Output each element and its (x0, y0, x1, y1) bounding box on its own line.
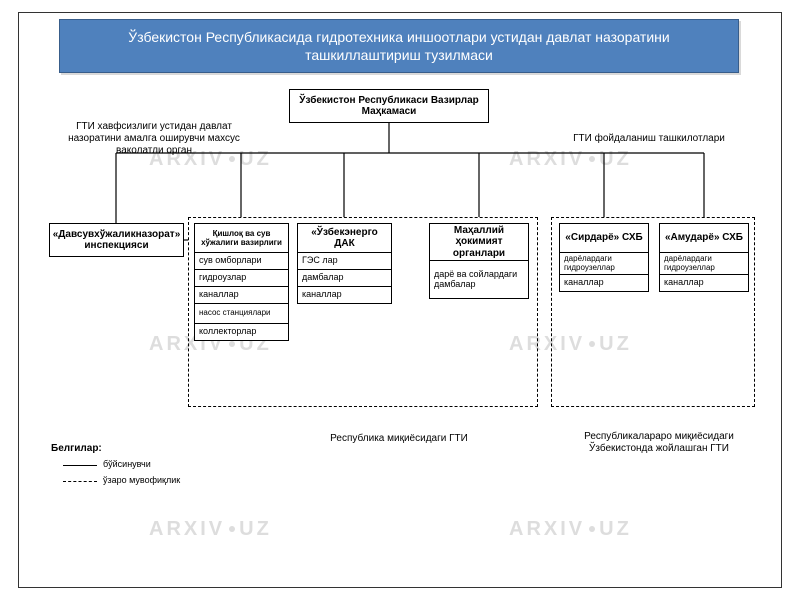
node-amudaryo-row: дарёлардаги гидроузеллар (659, 253, 749, 275)
node-sirdaryo-head: «Сирдарё» СХБ (559, 223, 649, 253)
annotation-left: ГТИ хавфсизлиги устидан давлат назоратин… (59, 121, 249, 157)
node-agriculture-head-label: Қишлоқ ва сув хўжалиги вазирлиги (199, 229, 284, 247)
legend-title: Белгилар: (51, 443, 102, 454)
node-amudaryo-row: каналлар (659, 275, 749, 292)
node-inspection-label: «Давсувхўжаликназорат» инспекцияси (53, 229, 181, 252)
legend-solid-line (63, 465, 97, 466)
node-local-gov-row: дарё ва сойлардаги дамбалар (429, 261, 529, 299)
node-sirdaryo-row: дарёлардаги гидроузеллар (559, 253, 649, 275)
node-agriculture-head: Қишлоқ ва сув хўжалиги вазирлиги (194, 223, 289, 253)
annotation-center-bottom: Республика миқиёсидаги ГТИ (299, 433, 499, 445)
node-local-gov-head: Маҳаллий ҳокимият органлари (429, 223, 529, 261)
annotation-right: ГТИ фойдаланиш ташкилотлари (539, 133, 759, 145)
node-agriculture-row: коллекторлар (194, 324, 289, 341)
node-sirdaryo-row: каналлар (559, 275, 649, 292)
node-root-label: Ўзбекистон Республикаси Вазирлар Маҳкама… (294, 95, 484, 118)
title-banner: Ўзбекистон Республикасида гидротехника и… (59, 19, 739, 73)
watermark: ARXIVUZ (149, 518, 272, 541)
legend-dashed-line (63, 481, 97, 482)
legend-dashed-label: ўзаро мувофиқлик (103, 475, 180, 485)
title-text: Ўзбекистон Республикасида гидротехника и… (80, 28, 718, 64)
node-local-gov-head-label: Маҳаллий ҳокимият органлари (434, 225, 524, 260)
node-uzbekenergo-row: ГЭС лар (297, 253, 392, 270)
outer-frame: ARXIVUZ ARXIVUZ ARXIVUZ ARXIVUZ ARXIVUZ … (18, 12, 782, 588)
annotation-right-bottom: Республикалараро миқиёсидаги Ўзбекистонд… (559, 431, 759, 455)
node-agriculture-row: насос станциялари (194, 304, 289, 324)
watermark: ARXIVUZ (509, 518, 632, 541)
node-uzbekenergo-row: дамбалар (297, 270, 392, 287)
node-amudaryo-head-label: «Амударё» СХБ (665, 232, 743, 244)
node-sirdaryo-head-label: «Сирдарё» СХБ (565, 232, 642, 244)
node-agriculture-row: каналлар (194, 287, 289, 304)
node-uzbekenergo-head-label: «Ўзбекэнерго ДАК (302, 227, 387, 250)
node-uzbekenergo-row: каналлар (297, 287, 392, 304)
node-agriculture-row: сув омборлари (194, 253, 289, 270)
watermark: ARXIVUZ (509, 148, 632, 171)
node-inspection: «Давсувхўжаликназорат» инспекцияси (49, 223, 184, 257)
legend-solid-label: бўйсинувчи (103, 459, 151, 469)
node-root: Ўзбекистон Республикаси Вазирлар Маҳкама… (289, 89, 489, 123)
node-uzbekenergo-head: «Ўзбекэнерго ДАК (297, 223, 392, 253)
node-amudaryo-head: «Амударё» СХБ (659, 223, 749, 253)
node-agriculture-row: гидроузлар (194, 270, 289, 287)
